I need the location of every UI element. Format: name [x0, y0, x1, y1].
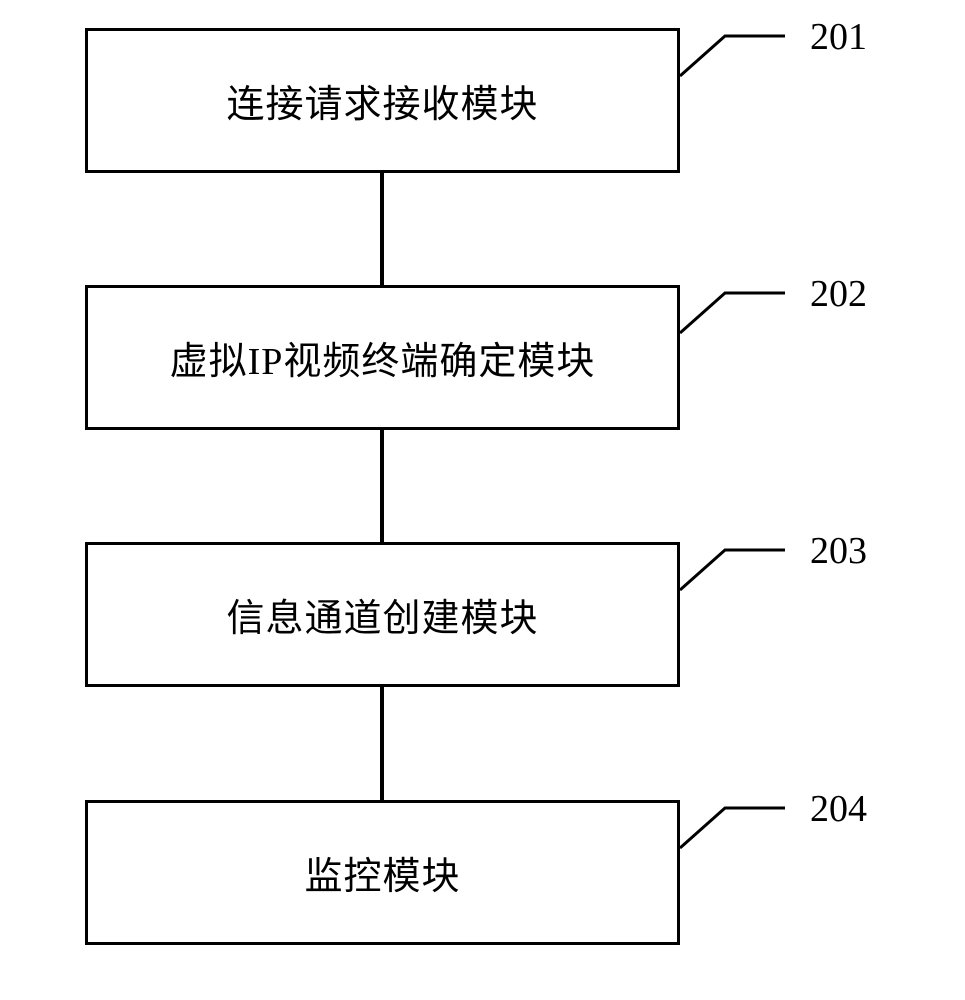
node-label: 连接请求接收模块 — [226, 73, 538, 128]
flowchart-container: 连接请求接收模块 201 虚拟IP视频终端确定模块 202 信息通道创建模块 2… — [0, 0, 965, 1000]
label-pointer-202 — [680, 285, 800, 335]
connector-edge — [380, 173, 384, 285]
label-pointer-201 — [680, 28, 800, 78]
node-number: 203 — [810, 529, 867, 573]
node-box-202: 虚拟IP视频终端确定模块 — [85, 285, 680, 430]
node-box-204: 监控模块 — [85, 800, 680, 945]
node-box-201: 连接请求接收模块 — [85, 28, 680, 173]
node-label: 虚拟IP视频终端确定模块 — [170, 330, 596, 385]
node-label: 信息通道创建模块 — [226, 587, 538, 642]
connector-edge — [380, 687, 384, 800]
node-number: 201 — [810, 15, 867, 59]
node-number: 204 — [810, 787, 867, 831]
connector-edge — [380, 430, 384, 542]
node-label: 监控模块 — [304, 845, 460, 900]
node-box-203: 信息通道创建模块 — [85, 542, 680, 687]
node-number: 202 — [810, 272, 867, 316]
label-pointer-203 — [680, 542, 800, 592]
label-pointer-204 — [680, 800, 800, 850]
